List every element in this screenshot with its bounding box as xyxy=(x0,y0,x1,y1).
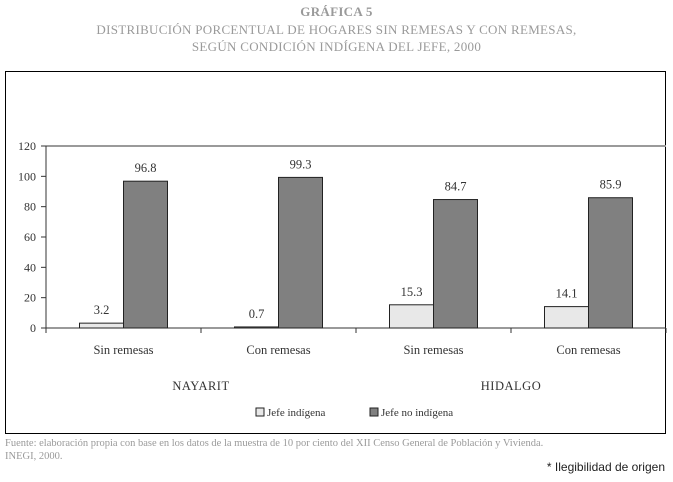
y-tick-label: 20 xyxy=(24,291,36,305)
source-note-line1: Fuente: elaboración propia con base en l… xyxy=(5,438,544,449)
bar-chart: 0 20 40 60 80 100 120 3.2 96.8 Sin remesas 0.7 99.3… xyxy=(18,139,667,419)
chart-title: GRÁFICA 5 xyxy=(300,4,373,19)
y-tick-label: 120 xyxy=(18,139,36,153)
bar-jefe-no-indigena xyxy=(123,180,168,329)
bar-value-label: 84.7 xyxy=(445,180,467,194)
x-category-label: Sin remesas xyxy=(403,343,463,357)
bar-value-label: 14.1 xyxy=(556,287,578,301)
x-category-label: Con remesas xyxy=(246,343,310,357)
legend-swatch-jefe-indigena xyxy=(255,407,265,417)
bar-value-label: 99.3 xyxy=(290,157,312,171)
chart-frame: 0 20 40 60 80 100 120 3.2 96.8 Sin remesas 0.7 99.3… xyxy=(5,71,667,434)
x-category-label: Sin remesas xyxy=(93,343,153,357)
legend-swatch-jefe-no-indigena xyxy=(369,407,379,417)
bar-jefe-no-indigena xyxy=(278,176,323,329)
legend-label: Jefe no indígena xyxy=(381,407,453,419)
source-note-line2: INEGI, 2000. xyxy=(5,451,63,462)
bar-value-label: 3.2 xyxy=(94,303,110,317)
bar-value-label: 85.9 xyxy=(600,178,622,192)
group-label: NAYARIT xyxy=(172,379,229,393)
bar-value-label: 15.3 xyxy=(401,285,423,299)
bar-value-label: 0.7 xyxy=(249,307,265,321)
legend-label: Jefe indígena xyxy=(267,407,325,419)
group-label: HIDALGO xyxy=(481,379,541,393)
x-category-label: Con remesas xyxy=(556,343,620,357)
chart-subtitle-line2: SEGÚN CONDICIÓN INDÍGENA DEL JEFE, 2000 xyxy=(191,39,482,54)
y-tick-label: 40 xyxy=(24,260,36,274)
bar-value-label: 96.8 xyxy=(135,161,157,175)
bar-jefe-indigena xyxy=(389,304,434,329)
bar-jefe-no-indigena xyxy=(588,197,633,329)
legibility-note: * Ilegibilidad de origen xyxy=(546,460,665,474)
y-tick-label: 100 xyxy=(18,169,36,183)
chart-subtitle-line1: DISTRIBUCIÓN PORCENTUAL DE HOGARES SIN R… xyxy=(96,22,577,37)
bar-jefe-no-indigena xyxy=(433,199,478,329)
bar-jefe-indigena xyxy=(79,322,124,329)
bar-jefe-indigena xyxy=(234,326,279,329)
y-tick-label: 80 xyxy=(24,200,36,214)
y-tick-label: 60 xyxy=(24,230,36,244)
bar-jefe-indigena xyxy=(544,306,589,329)
y-tick-label: 0 xyxy=(30,321,36,335)
